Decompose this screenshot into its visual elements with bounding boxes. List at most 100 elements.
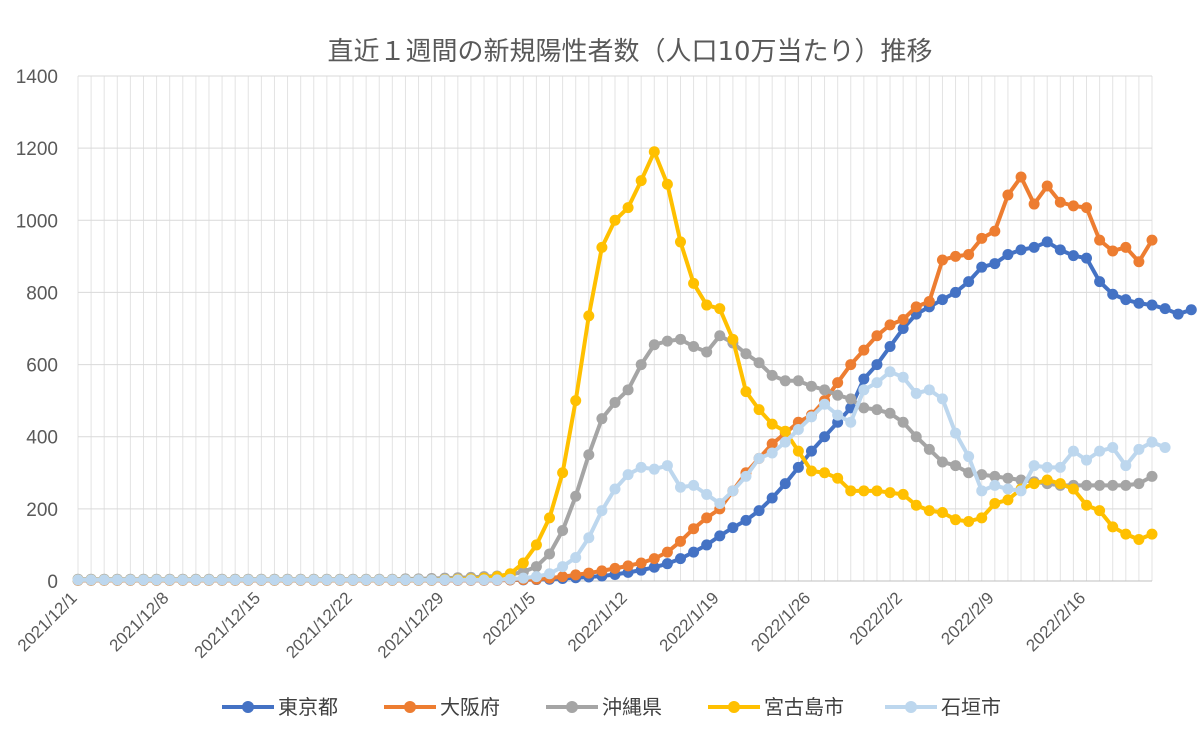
data-point [871, 330, 883, 342]
data-point [1094, 276, 1106, 288]
data-point [1094, 234, 1106, 246]
data-point [884, 341, 896, 353]
data-point [963, 515, 975, 527]
data-point [544, 568, 556, 580]
data-point [792, 424, 804, 435]
data-point [557, 571, 569, 583]
data-point [936, 254, 948, 266]
data-point [1015, 244, 1027, 256]
data-point [308, 574, 320, 586]
data-point [661, 178, 673, 190]
data-point [910, 301, 922, 313]
data-point [373, 574, 385, 586]
data-point [819, 384, 831, 396]
data-point [845, 416, 857, 428]
data-point [910, 431, 922, 443]
chart-title: 直近１週間の新規陽性者数（人口10万当たり）推移 [327, 37, 932, 67]
data-point [714, 303, 726, 315]
data-point [701, 488, 713, 500]
data-point [884, 487, 896, 499]
data-point [1146, 528, 1158, 540]
data-point [963, 467, 975, 479]
data-point [1081, 252, 1093, 264]
data-point [517, 557, 529, 569]
data-point [779, 436, 791, 448]
data-point [936, 294, 948, 306]
data-point [832, 472, 844, 484]
data-point [871, 485, 883, 497]
legend-marker [566, 701, 578, 713]
data-point [976, 261, 988, 273]
data-point [950, 250, 962, 262]
data-point [910, 387, 922, 399]
data-point [976, 512, 988, 524]
data-point [1120, 460, 1132, 472]
data-point [989, 497, 1001, 509]
data-point [1081, 202, 1093, 214]
data-point [478, 574, 490, 586]
legend: 東京都 大阪府 沖縄県 宮古島市 石垣市 [222, 695, 1001, 719]
data-point [674, 333, 686, 345]
series-group [72, 146, 1197, 586]
data-point [1133, 443, 1145, 455]
data-point [1002, 494, 1014, 506]
data-point [989, 470, 1001, 482]
data-point [648, 146, 660, 158]
data-point [1107, 479, 1119, 491]
data-point [674, 236, 686, 248]
data-point [1041, 180, 1053, 192]
data-point [936, 456, 948, 468]
data-point [897, 323, 909, 334]
x-tick-label: 2022/2/9 [937, 588, 997, 648]
data-point [98, 574, 110, 586]
data-point [976, 469, 988, 481]
data-point [413, 574, 425, 586]
x-tick-label: 2022/1/5 [479, 588, 539, 648]
x-tick-label: 2022/1/12 [564, 588, 631, 655]
data-point [845, 359, 857, 371]
data-point [688, 277, 700, 289]
y-tick-label: 0 [47, 572, 58, 593]
data-point [950, 286, 962, 298]
data-point [1015, 171, 1027, 183]
data-point [753, 404, 765, 416]
data-point [72, 574, 84, 586]
data-point [622, 202, 634, 214]
data-point [544, 512, 556, 524]
y-tick-label: 1000 [16, 211, 58, 232]
data-point [111, 574, 123, 586]
data-point [334, 574, 346, 586]
data-point [871, 359, 883, 371]
data-point [426, 574, 438, 586]
data-point [753, 357, 765, 369]
data-point [897, 488, 909, 500]
data-point [858, 384, 870, 396]
data-point [714, 330, 726, 342]
data-point [766, 369, 778, 381]
data-point [1094, 445, 1106, 457]
data-point [1015, 485, 1027, 497]
data-point [622, 384, 634, 396]
data-point [570, 569, 582, 581]
legend-label: 大阪府 [440, 695, 500, 719]
data-point [819, 467, 831, 479]
data-point [1054, 244, 1066, 256]
data-point [255, 574, 267, 586]
data-point [1067, 200, 1079, 212]
data-point [727, 485, 739, 497]
data-point [674, 553, 686, 565]
data-point [674, 535, 686, 547]
data-point [1041, 474, 1053, 486]
legend-label: 石垣市 [941, 695, 1001, 719]
data-point [1133, 256, 1145, 268]
data-point [884, 407, 896, 419]
data-point [583, 310, 595, 322]
x-tick-label: 2022/2/16 [1022, 588, 1089, 655]
data-point [688, 341, 700, 353]
data-point [805, 411, 817, 423]
data-point [1120, 241, 1132, 253]
data-point [1120, 528, 1132, 540]
data-point [570, 395, 582, 407]
data-point [1067, 250, 1079, 262]
x-axis-ticks: 2021/12/1 2021/12/8 2021/12/15 2021/12/22 20… [14, 588, 1089, 662]
